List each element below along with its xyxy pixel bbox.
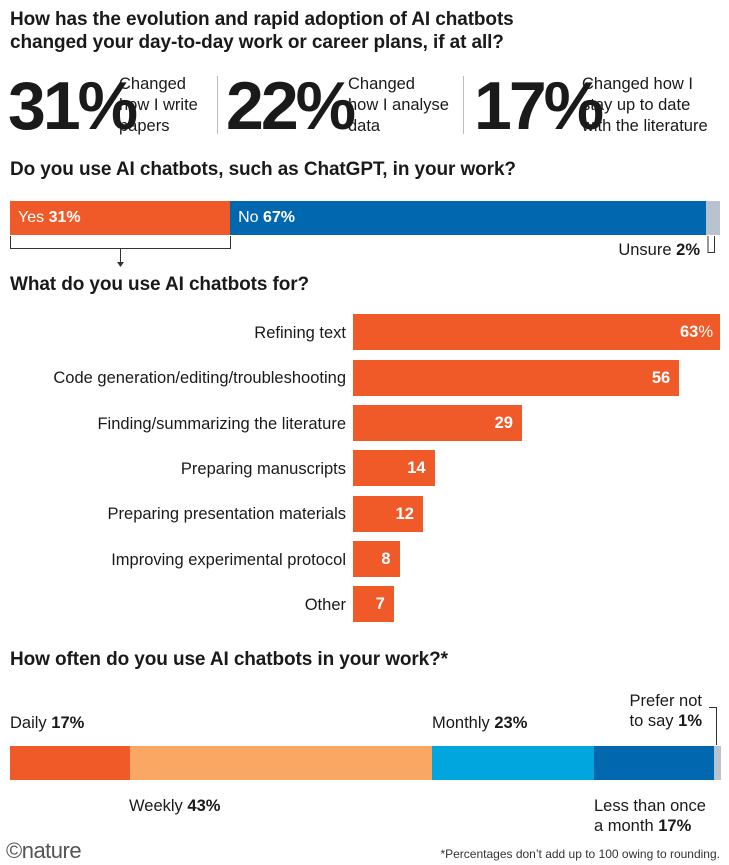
label-daily-text: Daily bbox=[10, 714, 47, 732]
unsure-connector bbox=[707, 236, 715, 253]
unsure-label-value: 2% bbox=[676, 241, 700, 259]
stat-3-desc: Changed how I stay up to date with the l… bbox=[582, 74, 708, 137]
chart-3-title: How often do you use AI chatbots in your… bbox=[10, 649, 448, 670]
stat-3-value: 17% bbox=[474, 68, 604, 144]
segment-value-yes: 31% bbox=[48, 209, 81, 226]
bar-segment-daily bbox=[10, 746, 130, 780]
stat-3-desc-line-1: Changed how I bbox=[582, 75, 693, 93]
unsure-label-text: Unsure bbox=[618, 241, 672, 259]
label-prefer-line-2: to say bbox=[629, 712, 674, 730]
label-weekly: Weekly 43% bbox=[129, 796, 220, 816]
bar-segment-yes: Yes 31% bbox=[10, 201, 231, 235]
label-prefer-line-1: Prefer not bbox=[629, 692, 702, 710]
nature-logo: ©nature bbox=[6, 838, 82, 863]
chart-1-title: Do you use AI chatbots, such as ChatGPT,… bbox=[10, 159, 516, 180]
prefer-connector bbox=[709, 707, 717, 745]
label-less-line-1: Less than once bbox=[594, 797, 706, 815]
label-monthly: Monthly 23% bbox=[432, 713, 527, 733]
stat-1-desc-line-3: papers bbox=[119, 117, 170, 135]
yes-bracket-arrow-head bbox=[117, 262, 124, 267]
stat-2-desc-line-3: data bbox=[348, 117, 381, 135]
stat-2-desc: Changed how I analyse data bbox=[348, 74, 449, 137]
bar-segment-weekly bbox=[129, 746, 433, 780]
bar-segment-no: No 67% bbox=[230, 201, 706, 235]
bar-segment-prefer-not-to-say bbox=[713, 746, 721, 780]
segment-value-no: 67% bbox=[263, 209, 296, 226]
stat-divider-1 bbox=[217, 76, 218, 134]
bar-segment-unsure bbox=[705, 201, 720, 235]
stat-2-desc-line-1: Changed bbox=[348, 75, 415, 93]
label-prefer-not-to-say: Prefer not to say 1% bbox=[630, 691, 702, 731]
label-daily-value: 17% bbox=[51, 714, 85, 732]
stat-1-value: 31% bbox=[8, 68, 138, 144]
label-less-line-2: a month bbox=[594, 817, 654, 835]
segment-label-yes: Yes bbox=[18, 209, 45, 226]
bar-segment-less-than-monthly bbox=[594, 746, 714, 780]
question-1-line-1: How has the evolution and rapid adoption… bbox=[10, 9, 514, 30]
stat-3-desc-line-2: stay up to date bbox=[582, 96, 691, 114]
bar-segment-monthly bbox=[432, 746, 595, 780]
stat-3-desc-line-3: with the literature bbox=[582, 117, 708, 135]
label-weekly-value: 43% bbox=[187, 797, 221, 815]
usage-connectors bbox=[10, 236, 715, 267]
label-monthly-text: Monthly bbox=[432, 714, 490, 732]
question-1: How has the evolution and rapid adoption… bbox=[10, 8, 514, 54]
stat-1-desc-line-2: how I write bbox=[119, 96, 198, 114]
chart-2-title: What do you use AI chatbots for? bbox=[10, 274, 310, 295]
frequency-stacked-bar bbox=[10, 746, 721, 780]
stat-divider-2 bbox=[463, 76, 464, 134]
label-less-than-once-a-month: Less than once a month 17% bbox=[594, 796, 706, 836]
footnote: *Percentages don’t add up to 100 owing t… bbox=[440, 847, 720, 861]
stat-2-desc-line-2: how I analyse bbox=[348, 96, 449, 114]
stat-2-value: 22% bbox=[226, 68, 356, 144]
label-less-value: 17% bbox=[658, 817, 692, 835]
label-weekly-text: Weekly bbox=[129, 797, 183, 815]
label-monthly-value: 23% bbox=[494, 714, 528, 732]
usage-stacked-bar: Yes 31% No 67% bbox=[10, 201, 720, 235]
label-daily: Daily 17% bbox=[10, 713, 84, 733]
segment-label-no: No bbox=[238, 209, 259, 226]
prefer-connector-line bbox=[709, 707, 717, 745]
stat-1-desc-line-1: Changed bbox=[119, 75, 186, 93]
stat-1-desc: Changed how I write papers bbox=[119, 74, 198, 137]
label-prefer-value: 1% bbox=[678, 712, 702, 730]
question-1-line-2: changed your day-to-day work or career p… bbox=[10, 32, 504, 53]
unsure-label: Unsure 2% bbox=[618, 241, 700, 260]
